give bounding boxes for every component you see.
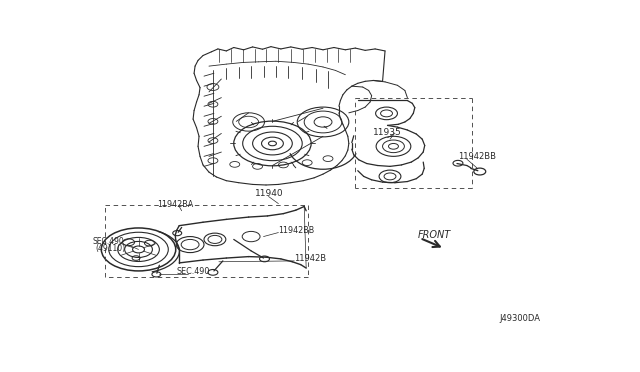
- Text: 11942BB: 11942BB: [278, 226, 315, 235]
- Text: FRONT: FRONT: [417, 230, 451, 240]
- Text: 11942BB: 11942BB: [458, 153, 496, 161]
- Text: 11935: 11935: [372, 128, 401, 137]
- Text: SEC.490: SEC.490: [92, 237, 124, 246]
- Text: J49300DA: J49300DA: [499, 314, 540, 323]
- Text: 11940: 11940: [255, 189, 284, 198]
- Text: 11942BA: 11942BA: [157, 200, 193, 209]
- Text: (49110): (49110): [96, 244, 126, 253]
- Text: 11942B: 11942B: [294, 254, 326, 263]
- Text: SEC.490: SEC.490: [177, 267, 210, 276]
